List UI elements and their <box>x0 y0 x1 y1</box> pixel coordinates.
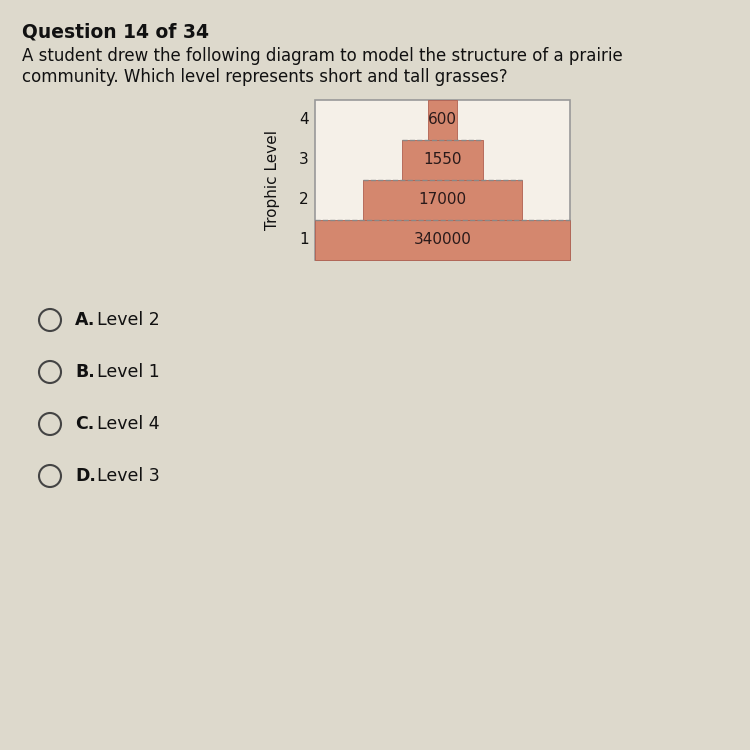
Text: 340000: 340000 <box>413 232 472 248</box>
Bar <box>402 140 483 180</box>
Bar <box>364 180 521 220</box>
Text: 17000: 17000 <box>419 193 466 208</box>
Text: 3: 3 <box>299 152 309 167</box>
Text: Question 14 of 34: Question 14 of 34 <box>22 22 209 41</box>
Circle shape <box>39 465 61 487</box>
Text: D.: D. <box>75 467 96 485</box>
Text: 4: 4 <box>299 112 309 128</box>
Bar <box>315 100 570 260</box>
Text: 2: 2 <box>299 193 309 208</box>
Text: C.: C. <box>75 415 94 433</box>
Text: 600: 600 <box>428 112 457 128</box>
Circle shape <box>39 361 61 383</box>
Text: Level 1: Level 1 <box>97 363 160 381</box>
Text: Level 4: Level 4 <box>97 415 160 433</box>
Circle shape <box>39 309 61 331</box>
Text: 1550: 1550 <box>423 152 462 167</box>
Text: A.: A. <box>75 311 95 329</box>
Text: community. Which level represents short and tall grasses?: community. Which level represents short … <box>22 68 508 86</box>
Circle shape <box>39 413 61 435</box>
Text: Level 3: Level 3 <box>97 467 160 485</box>
Text: B.: B. <box>75 363 94 381</box>
Bar <box>315 220 570 260</box>
Text: 1: 1 <box>299 232 309 248</box>
Text: Level 2: Level 2 <box>97 311 160 329</box>
Text: Trophic Level: Trophic Level <box>266 130 280 230</box>
Bar <box>427 100 458 140</box>
Text: A student drew the following diagram to model the structure of a prairie: A student drew the following diagram to … <box>22 47 622 65</box>
